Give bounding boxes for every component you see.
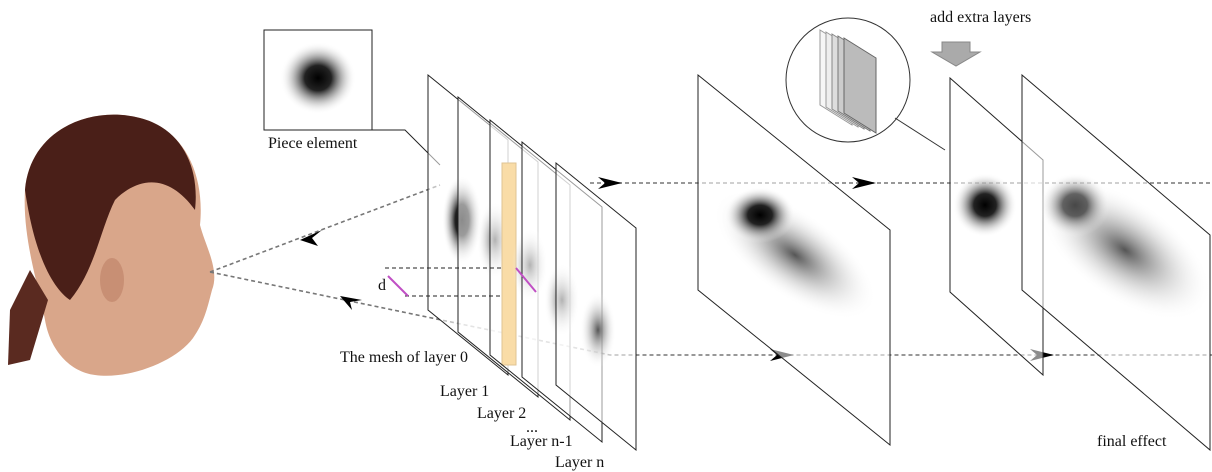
mesh-label: The mesh of layer 0 (340, 349, 468, 366)
extra-hair (953, 173, 1017, 237)
distance-label: d (378, 277, 386, 294)
arrow (300, 230, 322, 246)
combined-hair (725, 187, 795, 243)
head (8, 115, 214, 376)
final-label: final effect (1097, 433, 1167, 450)
diagram: Piece element d The mesh of layer 0 Laye… (0, 0, 1212, 472)
final-hair (1040, 173, 1110, 237)
arrow (598, 177, 622, 189)
piece-label: Piece element (268, 135, 358, 152)
arrow (852, 177, 876, 189)
layer-label: Layer n-1 (510, 433, 573, 450)
down-arrow (932, 42, 980, 66)
add-label: add extra layers (930, 9, 1031, 26)
arrow (340, 296, 362, 310)
layer-label: Layer 1 (440, 383, 489, 400)
layer-label: Layer n (555, 454, 604, 471)
layer-label: Layer 2 (477, 405, 526, 422)
sight-line (210, 185, 440, 272)
piece-hair (280, 42, 356, 114)
magnifier-leader (895, 118, 945, 150)
